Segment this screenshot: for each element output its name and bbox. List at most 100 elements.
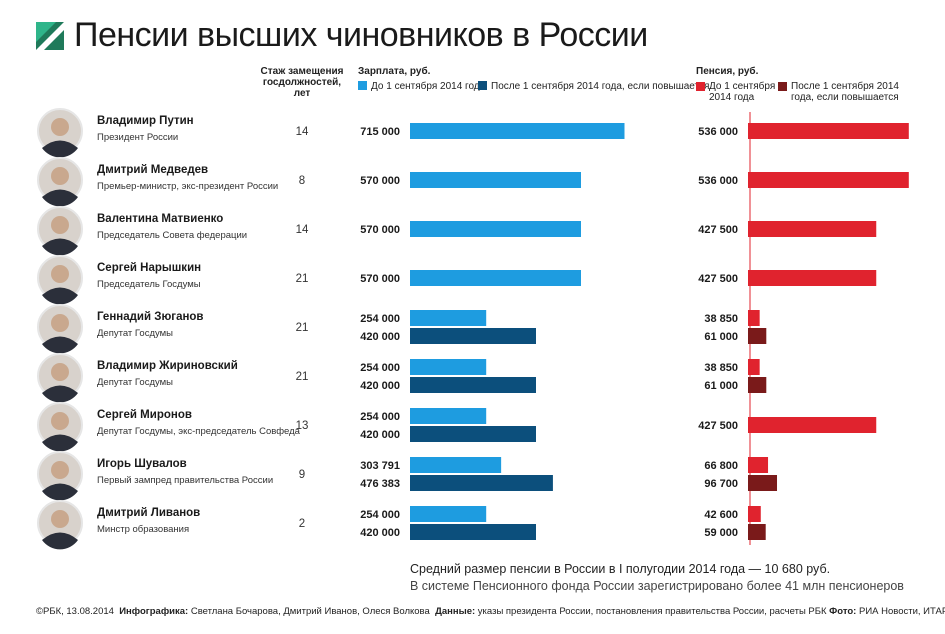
- bar: [748, 328, 767, 344]
- credit-label: Данные:: [435, 606, 476, 617]
- person-name: Валентина Матвиенко: [97, 213, 223, 225]
- logo: [36, 22, 64, 50]
- bar: [410, 506, 487, 522]
- legend-label: После 1 сентября 2014 года, если повышае…: [791, 81, 899, 103]
- legend-swatch: [696, 82, 705, 91]
- portrait-body: [42, 189, 78, 207]
- person-position: Председатель Госдумы: [97, 279, 201, 290]
- bar: [748, 457, 769, 473]
- value-label: 420 000: [360, 380, 400, 392]
- portrait-head: [51, 314, 69, 332]
- tenure: 21: [296, 273, 309, 285]
- person-position: Председатель Совета федерации: [97, 230, 247, 241]
- value-label: 536 000: [698, 126, 738, 138]
- note: Средний размер пенсии в России в I полуг…: [410, 562, 831, 576]
- bar: [410, 359, 487, 375]
- legend-swatch: [778, 82, 787, 91]
- bar: [410, 524, 536, 540]
- credit-label: Инфографика:: [119, 606, 189, 617]
- portrait-head: [51, 265, 69, 283]
- credit-text: Светлана Бочарова, Дмитрий Иванов, Олеся…: [190, 606, 430, 617]
- value-label: 254 000: [360, 362, 400, 374]
- person-name: Сергей Миронов: [97, 409, 192, 421]
- person-position: Депутат Госдумы, экс-председатель Совфед…: [97, 426, 301, 437]
- person-position: Первый зампред правительства России: [97, 475, 273, 486]
- legend-label: До 1 сентября 2014 года: [709, 81, 776, 103]
- bar: [748, 123, 909, 139]
- portrait-head: [51, 363, 69, 381]
- person-name: Дмитрий Ливанов: [97, 507, 200, 519]
- value-label: 254 000: [360, 411, 400, 423]
- value-label: 66 800: [704, 460, 738, 472]
- bar: [748, 475, 778, 491]
- value-label: 427 500: [698, 273, 738, 285]
- bar: [748, 221, 877, 237]
- legend-label: До 1 сентября 2014 года: [371, 81, 486, 92]
- legend-item: После 1 сентября 2014 года, если повышае…: [778, 81, 908, 103]
- portrait-head: [51, 412, 69, 430]
- legend-label: После 1 сентября 2014 года, если повышае…: [491, 81, 710, 92]
- portrait-body: [42, 336, 78, 354]
- bar: [410, 426, 536, 442]
- portrait-head: [51, 167, 69, 185]
- credit-label: Фото:: [829, 606, 857, 617]
- value-label: 570 000: [360, 175, 400, 187]
- value-label: 476 383: [360, 478, 400, 490]
- bar: [748, 377, 767, 393]
- legend-item: До 1 сентября 2014 года: [358, 81, 485, 92]
- person-name: Сергей Нарышкин: [97, 262, 201, 274]
- person-name: Владимир Жириновский: [97, 360, 238, 372]
- legend-swatch: [358, 81, 367, 90]
- portrait-body: [42, 238, 78, 256]
- value-label: 59 000: [704, 527, 738, 539]
- bar: [748, 270, 877, 286]
- person-name: Дмитрий Медведев: [97, 164, 208, 176]
- copyright: ©РБК, 13.08.2014: [36, 606, 114, 617]
- portrait-head: [51, 216, 69, 234]
- tenure: 21: [296, 371, 309, 383]
- pension-axis-label: Пенсия, руб.: [696, 66, 759, 77]
- value-label: 420 000: [360, 429, 400, 441]
- portrait-body: [42, 140, 78, 158]
- logo-stripe: [36, 22, 64, 50]
- value-label: 427 500: [698, 224, 738, 236]
- portrait-head: [51, 510, 69, 528]
- bar: [748, 524, 766, 540]
- value-label: 427 500: [698, 420, 738, 432]
- bar: [410, 408, 487, 424]
- tenure: 21: [296, 322, 309, 334]
- bar: [410, 270, 581, 286]
- person-position: Президент России: [97, 132, 178, 143]
- tenure: 9: [299, 469, 305, 481]
- value-label: 570 000: [360, 273, 400, 285]
- bar: [410, 457, 502, 473]
- value-label: 38 850: [704, 313, 738, 325]
- value-label: 61 000: [704, 380, 738, 392]
- tenure: 14: [296, 126, 309, 138]
- portrait-body: [42, 434, 78, 452]
- person-position: Премьер-министр, экс-президент России: [97, 181, 278, 192]
- legend-item: До 1 сентября 2014 года: [696, 81, 776, 103]
- person-name: Игорь Шувалов: [97, 458, 187, 470]
- value-label: 38 850: [704, 362, 738, 374]
- bar: [748, 359, 760, 375]
- person-position: Минстр образования: [97, 524, 189, 535]
- bar: [748, 310, 760, 326]
- person-position: Депутат Госдумы: [97, 377, 173, 388]
- tenure: 13: [296, 420, 309, 432]
- bar: [410, 172, 581, 188]
- portrait-head: [51, 118, 69, 136]
- portrait-body: [42, 483, 78, 501]
- value-label: 536 000: [698, 175, 738, 187]
- value-label: 254 000: [360, 313, 400, 325]
- credit-text: указы президента России, постановления п…: [477, 606, 827, 617]
- value-label: 303 791: [360, 460, 400, 472]
- value-label: 420 000: [360, 331, 400, 343]
- bar: [410, 475, 553, 491]
- title: Пенсии высших чиновников в России: [74, 16, 648, 54]
- value-label: 570 000: [360, 224, 400, 236]
- legend-item: После 1 сентября 2014 года, если повышае…: [478, 81, 709, 92]
- value-label: 42 600: [704, 509, 738, 521]
